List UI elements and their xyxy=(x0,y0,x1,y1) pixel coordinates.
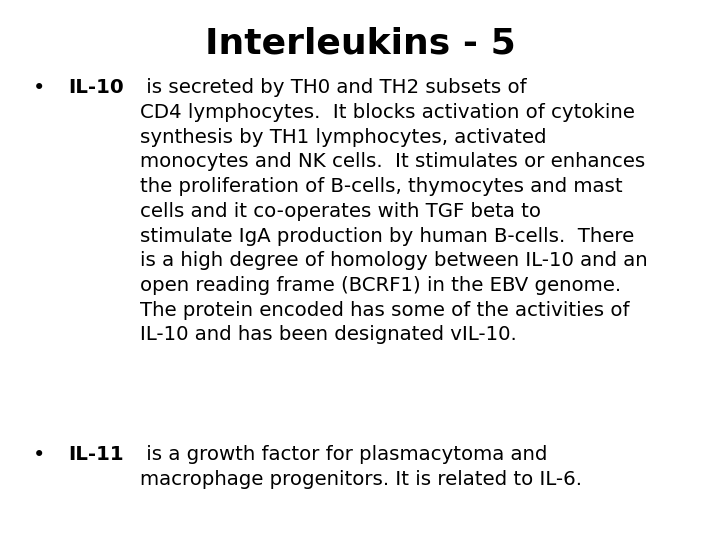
Text: •: • xyxy=(32,446,45,465)
Text: IL-10: IL-10 xyxy=(68,78,124,97)
Text: is secreted by TH0 and TH2 subsets of
CD4 lymphocytes.  It blocks activation of : is secreted by TH0 and TH2 subsets of CD… xyxy=(140,78,648,345)
Text: IL-11: IL-11 xyxy=(68,446,124,464)
Text: •: • xyxy=(32,78,45,98)
Text: is a growth factor for plasmacytoma and
macrophage progenitors. It is related to: is a growth factor for plasmacytoma and … xyxy=(140,446,582,489)
Text: Interleukins - 5: Interleukins - 5 xyxy=(204,27,516,61)
